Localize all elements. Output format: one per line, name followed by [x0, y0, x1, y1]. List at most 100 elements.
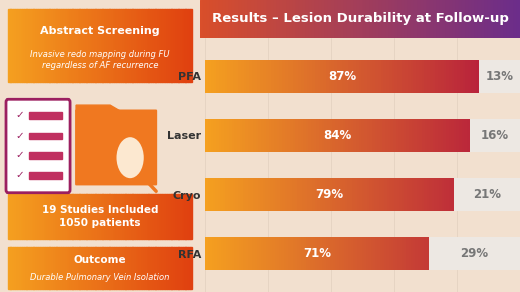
- Bar: [340, 60, 343, 93]
- Bar: [266, 60, 269, 93]
- Bar: [86, 247, 89, 289]
- Bar: [443, 119, 447, 152]
- Bar: [315, 178, 318, 211]
- Bar: [394, 60, 398, 93]
- Bar: [128, 194, 131, 239]
- Bar: [68, 247, 70, 289]
- Bar: [342, 237, 345, 270]
- Bar: [341, 0, 344, 38]
- Bar: [409, 178, 412, 211]
- Bar: [382, 237, 385, 270]
- Bar: [105, 9, 107, 82]
- Bar: [356, 119, 359, 152]
- Bar: [229, 0, 232, 38]
- Bar: [372, 178, 375, 211]
- Bar: [218, 119, 222, 152]
- Bar: [72, 9, 75, 82]
- Bar: [303, 119, 306, 152]
- Bar: [66, 247, 68, 289]
- Bar: [245, 119, 249, 152]
- Text: 19 Studies Included
1050 patients: 19 Studies Included 1050 patients: [42, 205, 159, 228]
- Bar: [238, 60, 242, 93]
- Bar: [357, 237, 360, 270]
- Bar: [384, 178, 387, 211]
- Bar: [112, 247, 114, 289]
- Bar: [327, 119, 330, 152]
- Bar: [54, 194, 57, 239]
- Bar: [219, 60, 223, 93]
- Bar: [392, 0, 396, 38]
- Bar: [185, 9, 188, 82]
- Bar: [245, 0, 249, 38]
- Bar: [352, 178, 355, 211]
- Bar: [223, 237, 226, 270]
- Text: 29%: 29%: [460, 247, 488, 260]
- Bar: [434, 178, 437, 211]
- Bar: [401, 119, 404, 152]
- Bar: [429, 237, 520, 270]
- Bar: [226, 0, 229, 38]
- Bar: [386, 237, 389, 270]
- Bar: [141, 247, 144, 289]
- Bar: [212, 237, 215, 270]
- Bar: [141, 9, 144, 82]
- Bar: [213, 178, 216, 211]
- Bar: [228, 178, 231, 211]
- Bar: [364, 60, 368, 93]
- Bar: [288, 60, 291, 93]
- Bar: [232, 237, 235, 270]
- Bar: [356, 60, 359, 93]
- Bar: [70, 247, 73, 289]
- Bar: [476, 60, 480, 93]
- Bar: [128, 247, 131, 289]
- Bar: [269, 119, 272, 152]
- Bar: [419, 60, 422, 93]
- Bar: [308, 119, 311, 152]
- Bar: [322, 0, 325, 38]
- Bar: [216, 237, 219, 270]
- Bar: [17, 247, 20, 289]
- Bar: [383, 60, 387, 93]
- Bar: [391, 119, 394, 152]
- Bar: [263, 178, 266, 211]
- Bar: [180, 247, 183, 289]
- Bar: [411, 0, 415, 38]
- Bar: [413, 60, 417, 93]
- Bar: [375, 60, 379, 93]
- Text: Durable Pulmonary Vein Isolation: Durable Pulmonary Vein Isolation: [30, 273, 170, 282]
- Bar: [430, 60, 433, 93]
- Bar: [258, 0, 261, 38]
- Bar: [223, 0, 226, 38]
- Bar: [75, 9, 77, 82]
- Bar: [350, 0, 354, 38]
- Bar: [424, 237, 427, 270]
- Bar: [93, 247, 96, 289]
- Bar: [253, 178, 256, 211]
- Bar: [307, 178, 310, 211]
- Bar: [471, 60, 474, 93]
- Bar: [381, 60, 384, 93]
- Bar: [507, 0, 511, 38]
- Bar: [321, 237, 324, 270]
- Bar: [259, 237, 262, 270]
- Bar: [172, 247, 174, 289]
- Bar: [405, 60, 409, 93]
- Bar: [27, 9, 29, 82]
- Bar: [91, 247, 94, 289]
- Bar: [389, 178, 393, 211]
- Bar: [274, 60, 277, 93]
- Bar: [222, 60, 225, 93]
- Bar: [205, 237, 209, 270]
- Bar: [88, 247, 91, 289]
- Bar: [298, 60, 302, 93]
- Bar: [258, 119, 262, 152]
- Bar: [292, 178, 295, 211]
- Bar: [148, 9, 151, 82]
- Bar: [324, 119, 328, 152]
- Bar: [453, 0, 457, 38]
- Bar: [326, 237, 329, 270]
- Bar: [38, 9, 41, 82]
- Bar: [8, 9, 10, 82]
- Bar: [364, 237, 367, 270]
- Bar: [306, 0, 309, 38]
